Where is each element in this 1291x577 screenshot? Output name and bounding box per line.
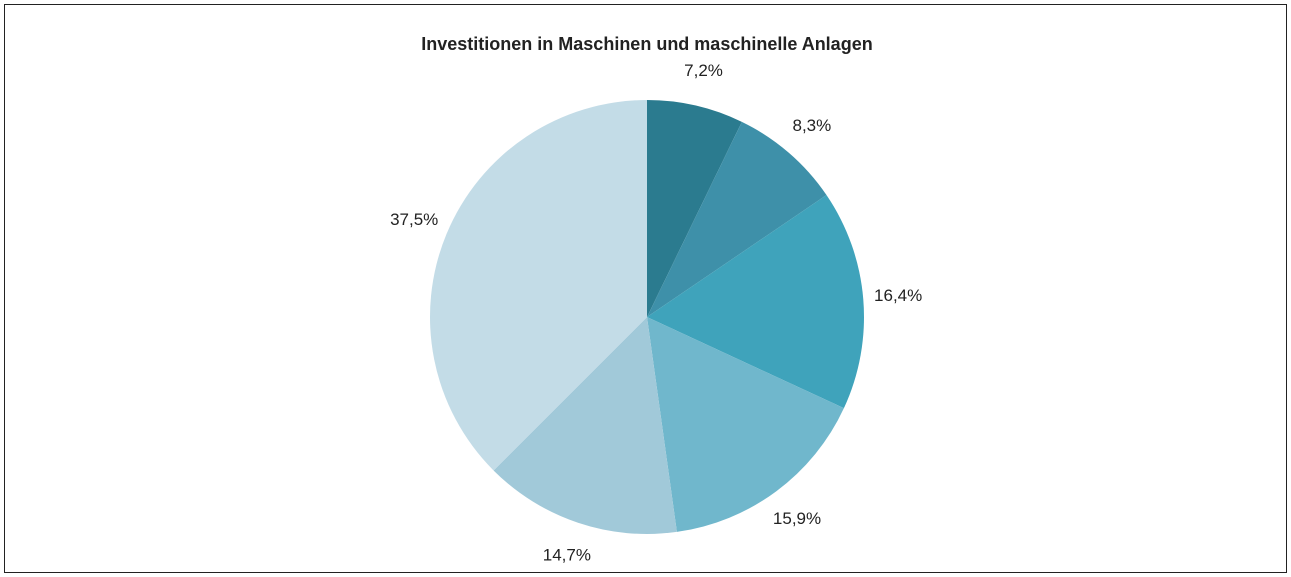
pie-slice: [647, 121, 827, 317]
pie-slice: [647, 195, 865, 409]
data-label: 15,9%: [773, 509, 821, 528]
pie-slice: [647, 100, 742, 317]
pie-slice: [430, 100, 647, 471]
pie-slice: [647, 317, 844, 532]
data-label: 8,3%: [792, 116, 831, 135]
data-label: 14,7%: [543, 545, 591, 564]
pie-slice: [493, 317, 677, 534]
chart-title: Investitionen in Maschinen und maschinel…: [421, 34, 872, 54]
data-label: 16,4%: [874, 286, 922, 305]
data-label: 37,5%: [390, 210, 438, 229]
data-label: 7,2%: [684, 61, 723, 80]
